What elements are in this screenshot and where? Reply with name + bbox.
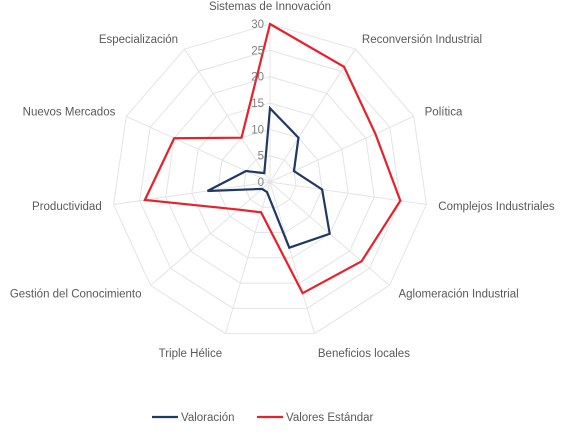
category-label: Política xyxy=(425,106,463,118)
grid-spoke xyxy=(269,181,315,334)
grid-ring xyxy=(139,49,401,309)
grid-spoke xyxy=(225,181,271,334)
grid-ring xyxy=(165,76,375,284)
radial-tick-label: 15 xyxy=(251,98,264,110)
series-line-valores-estandar xyxy=(143,22,402,295)
category-label: Beneficios locales xyxy=(318,348,410,360)
legend-entry-label: Valoración xyxy=(181,412,235,424)
legend-entry-label: Valores Estándar xyxy=(286,412,374,424)
grid-ring xyxy=(243,155,297,208)
grid-spoke xyxy=(269,48,356,183)
legend: Valoración Valores Estándar xyxy=(152,412,374,424)
radial-tick-label: 30 xyxy=(251,19,264,31)
radial-tick-label: 5 xyxy=(258,151,264,163)
grid-spoke xyxy=(184,48,271,183)
category-axis-labels: Sistemas de Innovación Reconversión Indus… xyxy=(10,1,555,360)
grid-ring xyxy=(113,23,427,335)
category-label: Gestión del Conocimiento xyxy=(10,288,142,300)
radial-tick-label: 10 xyxy=(251,124,264,136)
radar-series xyxy=(143,22,402,295)
radial-tick-labels: 0 5 10 15 20 25 30 xyxy=(251,19,264,189)
category-label: Productividad xyxy=(32,201,102,213)
radial-tick-label: 25 xyxy=(251,45,264,57)
category-label: Reconversión Industrial xyxy=(362,34,482,46)
series-line-valoracion xyxy=(206,105,331,250)
category-label: Sistemas de Innovación xyxy=(209,1,331,13)
grid-spoke xyxy=(113,181,271,205)
radar-grid xyxy=(113,23,427,335)
grid-spoke xyxy=(150,181,271,286)
category-label: Aglomeración Industrial xyxy=(398,288,518,300)
radial-tick-label: 0 xyxy=(258,177,264,189)
category-label: Especialización xyxy=(99,34,178,46)
category-label: Nuevos Mercados xyxy=(23,106,116,118)
category-label: Complejos Industriales xyxy=(438,201,555,213)
grid-ring xyxy=(191,102,349,259)
category-label: Triple Hélice xyxy=(159,348,222,360)
grid-ring xyxy=(217,128,323,234)
radial-tick-label: 20 xyxy=(251,72,264,84)
grid-spoke xyxy=(269,181,427,205)
